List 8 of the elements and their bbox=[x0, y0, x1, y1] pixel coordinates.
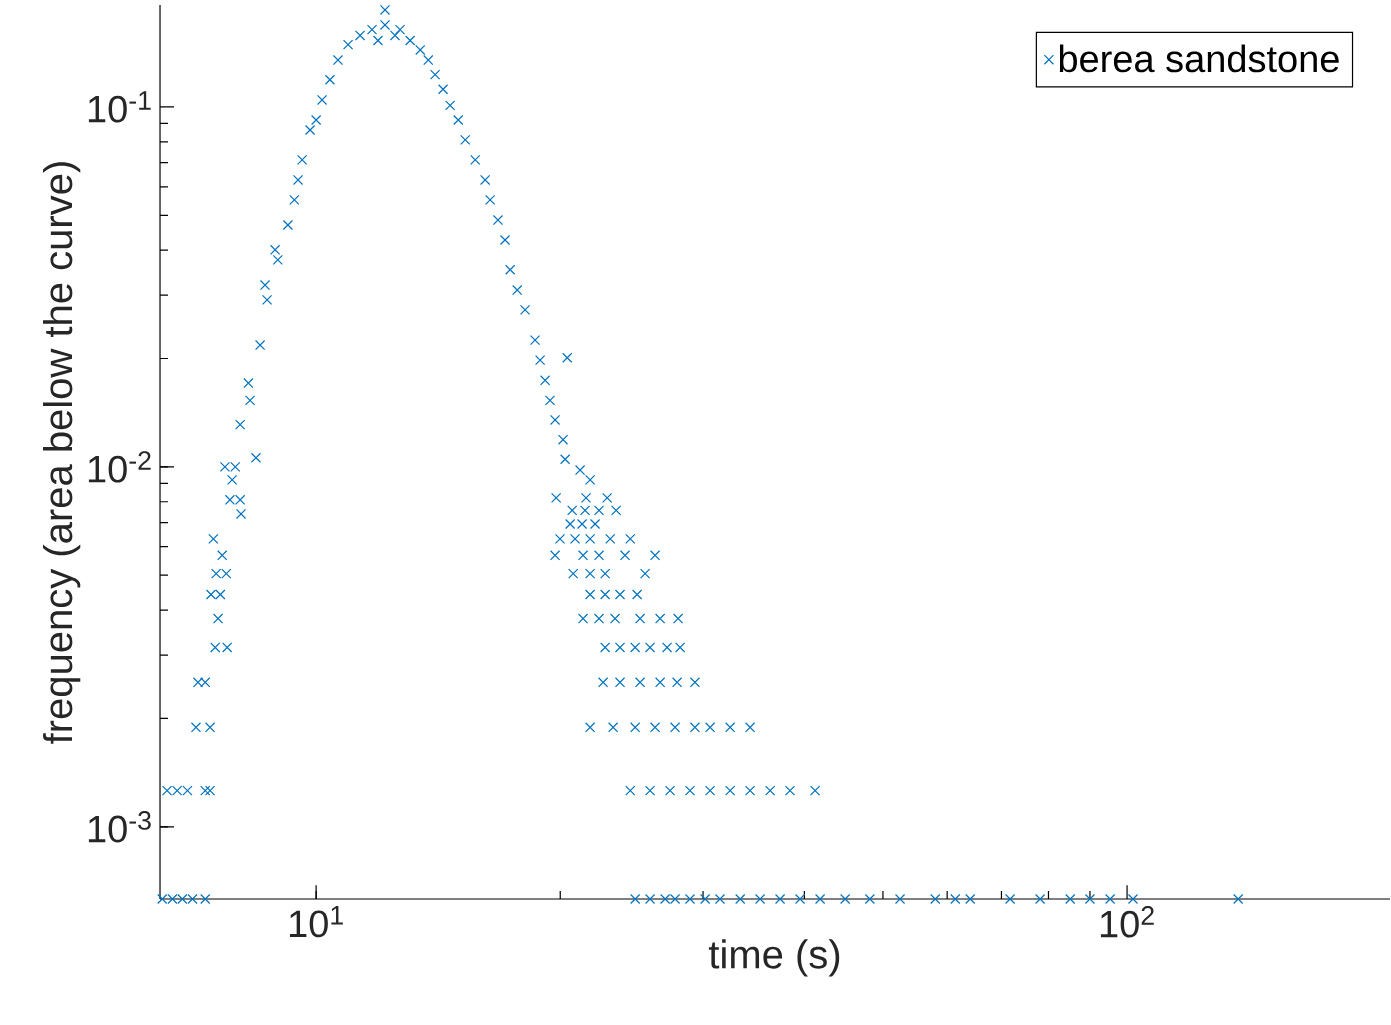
y-tick-label: 10$^{-3}$ bbox=[88, 811, 151, 843]
x-tick-label: 10$^{2}$ bbox=[1100, 906, 1154, 938]
y-tick-label: 10$^{-1}$ bbox=[88, 91, 151, 123]
y-axis-title: frequency (area below the curve) bbox=[43, 162, 81, 744]
x-axis-title: time (s) bbox=[708, 939, 840, 977]
y-tick-label: 10$^{-2}$ bbox=[88, 451, 151, 483]
legend-label: berea sandstone bbox=[1059, 44, 1339, 73]
x-tick-label: 10$^{1}$ bbox=[289, 906, 343, 938]
